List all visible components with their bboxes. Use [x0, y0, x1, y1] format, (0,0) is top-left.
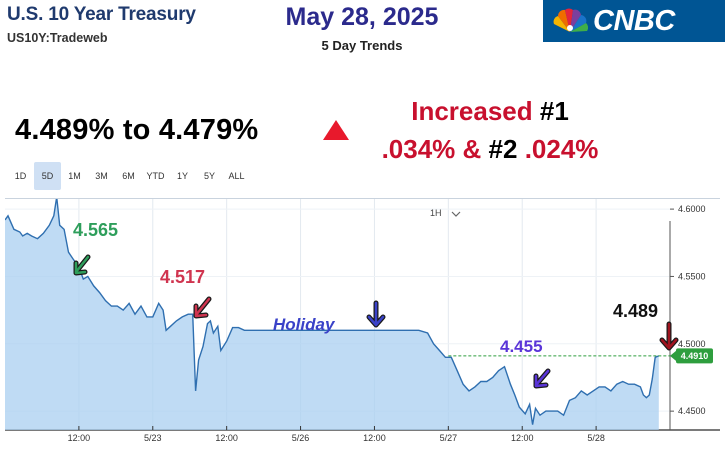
date-heading: May 28, 2025	[285, 3, 439, 31]
high-value-label: 4.565	[73, 220, 118, 240]
instrument-symbol: US10Y:Tradeweb	[7, 31, 108, 45]
chart-container: 4.6000 4.5500 4.5000 4.4500 12:00 5/23 12:00 5…	[5, 198, 720, 451]
tab-3m[interactable]: 3M	[95, 171, 108, 181]
trend-label: 5 Day Trends	[321, 38, 403, 53]
yield-chart: 4.6000 4.5500 4.5000 4.4500 12:00 5/23 12:00 5…	[5, 199, 720, 443]
x-tick-label: 12:00	[215, 433, 238, 443]
arrow-icon	[534, 369, 550, 388]
tab-all[interactable]: ALL	[228, 171, 245, 181]
x-tick-label: 5/28	[587, 433, 605, 443]
x-tick-label: 5/26	[292, 433, 310, 443]
x-tick-label: 5/23	[144, 433, 162, 443]
current-price-badge-bg	[676, 348, 713, 364]
interval-selector[interactable]: 1H	[430, 208, 461, 218]
y-tick-label: 4.6000	[678, 204, 706, 214]
tab-6m[interactable]: 6M	[122, 171, 135, 181]
current-price-value: 4.4910	[681, 351, 709, 361]
increase-line-1: Increased #1	[372, 96, 608, 127]
arrow-icon	[660, 322, 678, 350]
increased-prefix: Increased	[411, 96, 533, 126]
chevron-down-icon	[451, 211, 461, 217]
low-value-label: 4.455	[500, 337, 543, 356]
peak2-value-label: 4.517	[160, 267, 205, 287]
tab-5d[interactable]: 5D	[34, 162, 61, 190]
y-axis: 4.6000 4.5500 4.5000 4.4500	[670, 204, 706, 416]
increase-value-1: .034% &	[381, 134, 482, 164]
arrow-icon	[74, 255, 90, 275]
tab-ytd[interactable]: YTD	[146, 171, 165, 181]
interval-label: 1H	[430, 208, 442, 218]
y-tick-label: 4.4500	[678, 406, 706, 416]
last-value-label: 4.489	[613, 301, 658, 321]
yield-range: 4.489% to 4.479%	[15, 114, 259, 146]
x-tick-label: 12:00	[511, 433, 534, 443]
up-triangle-icon	[323, 120, 349, 140]
current-price-pointer	[670, 350, 676, 361]
arrow-icon	[367, 301, 385, 327]
cnbc-logo: CNBC	[543, 0, 725, 42]
y-tick-label: 4.5500	[678, 271, 706, 281]
rank-1: #1	[539, 96, 569, 126]
logo-text: CNBC	[593, 4, 675, 37]
tab-5y[interactable]: 5Y	[203, 171, 215, 181]
x-tick-label: 12:00	[363, 433, 386, 443]
tab-1m[interactable]: 1M	[68, 171, 81, 181]
increase-line-2: .034% & #2 .024%	[372, 134, 608, 165]
holiday-label: Holiday	[273, 315, 336, 334]
yield-area	[5, 199, 659, 430]
time-range-tabs: 1D 5D 1M 3M 6M YTD 1Y 5Y ALL	[7, 162, 250, 190]
rank-2: #2	[488, 134, 518, 164]
arrow-icon	[194, 297, 211, 318]
page-title: U.S. 10 Year Treasury	[7, 4, 196, 25]
y-tick-label: 4.5000	[678, 339, 706, 349]
increase-value-2: .024%	[524, 134, 599, 164]
tab-1d[interactable]: 1D	[14, 171, 27, 181]
x-axis: 12:00 5/23 12:00 5/26 12:00 5/27 12:00 5/28	[68, 426, 605, 443]
current-price-badge: 4.4910	[670, 348, 713, 364]
x-tick-label: 12:00	[68, 433, 91, 443]
tab-1y[interactable]: 1Y	[176, 171, 188, 181]
peacock-icon	[553, 8, 588, 32]
x-tick-label: 5/27	[440, 433, 458, 443]
